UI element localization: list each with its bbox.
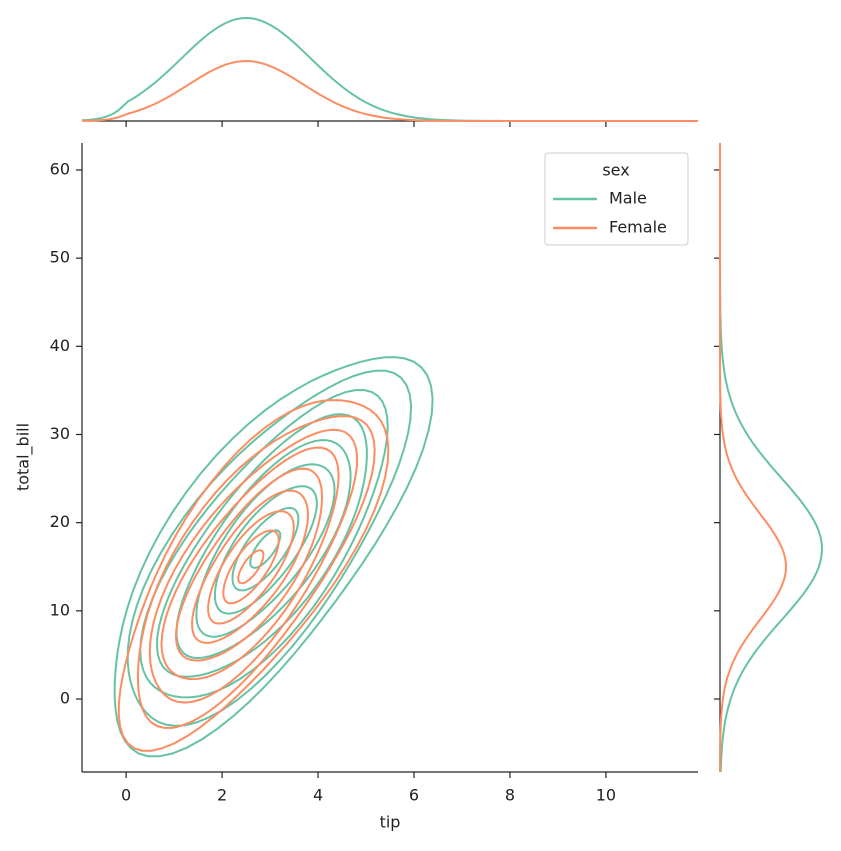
contour [213,485,318,615]
contour [207,510,295,625]
y-tick-label: 60 [50,159,70,178]
x-axis-label: tip [380,813,401,832]
y-axis-label: total_bill [14,423,34,491]
contour [117,399,390,752]
contour [113,356,434,758]
x-tick-label: 4 [313,786,323,805]
contour [174,467,323,662]
contour [222,529,280,605]
x-tick-label: 0 [121,786,131,805]
legend-title: sex [602,161,629,180]
y-tick-label: 0 [60,688,70,707]
contour [137,415,376,729]
y-tick-label: 30 [50,424,70,443]
contour [191,489,309,644]
contour [126,369,413,727]
contour [160,446,340,681]
contour [237,549,265,585]
x-tick-label: 10 [596,786,616,805]
contour [148,428,359,704]
x-tick-label: 2 [217,786,227,805]
x-tick-label: 8 [505,786,515,805]
top-marginal-density [81,59,698,122]
x-tick-label: 6 [409,786,419,805]
legend-label: Female [609,218,667,237]
right-marginal-density [719,143,788,773]
y-tick-label: 50 [50,248,70,267]
y-tick-label: 20 [50,512,70,531]
contour [249,529,282,569]
y-tick-label: 40 [50,336,70,355]
legend-box [544,152,689,246]
legend-label: Male [609,189,647,208]
contour [175,439,352,660]
y-tick-label: 10 [50,600,70,619]
right-marginal-density [719,143,823,773]
top-marginal-density [81,16,698,122]
contour [231,507,300,592]
